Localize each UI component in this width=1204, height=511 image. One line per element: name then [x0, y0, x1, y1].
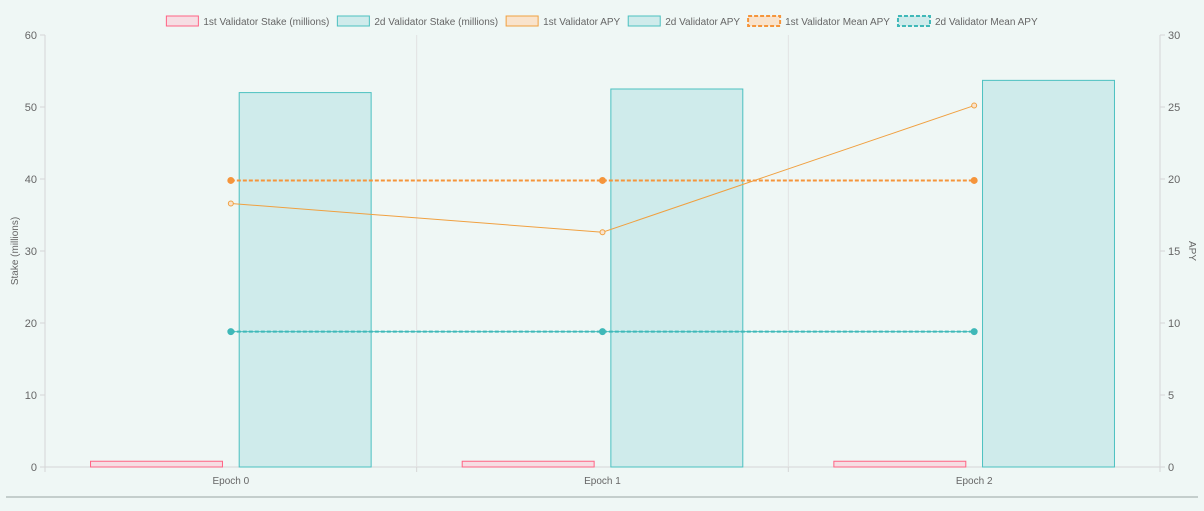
right-tick-label: 30 — [1168, 30, 1180, 42]
left-tick-label: 0 — [31, 462, 37, 474]
point-2d-validator-mean-apy-1[interactable] — [599, 328, 606, 336]
x-tick-label: Epoch 2 — [956, 476, 993, 487]
left-tick-label: 40 — [25, 174, 37, 186]
point-1st-validator-apy-2[interactable] — [971, 102, 978, 109]
left-axis-title: Stake (millions) — [10, 217, 21, 285]
legend-swatch-2d-validator-apy[interactable] — [627, 15, 661, 27]
legend-swatch-2d-validator-mean-apy[interactable] — [896, 15, 931, 27]
bar-series-1-2[interactable] — [833, 460, 967, 468]
right-axis-title: APY — [1186, 241, 1197, 261]
left-tick-label: 60 — [25, 30, 37, 42]
bar-series-1-0[interactable] — [90, 460, 223, 468]
legend-label-2d-validator-stake-millions-: 2d Validator Stake (millions) — [374, 17, 498, 28]
x-tick-label: Epoch 1 — [584, 476, 621, 487]
right-tick-label: 5 — [1168, 390, 1174, 402]
bar-series-2-2[interactable] — [982, 79, 1115, 468]
bar-series-1-1[interactable] — [461, 460, 595, 468]
legend-swatch-1st-validator-apy[interactable] — [505, 15, 539, 27]
legend-swatch-1st-validator-mean-apy[interactable] — [747, 15, 782, 27]
right-tick-label: 0 — [1168, 462, 1174, 474]
legend-swatch-2d-validator-stake-millions-[interactable] — [336, 15, 370, 27]
left-tick-label: 10 — [25, 390, 37, 402]
right-tick-label: 20 — [1168, 174, 1180, 186]
legend-label-1st-validator-mean-apy: 1st Validator Mean APY — [785, 17, 890, 28]
point-2d-validator-mean-apy-0[interactable] — [227, 328, 235, 336]
right-tick-label: 15 — [1168, 246, 1180, 258]
left-tick-label: 20 — [25, 318, 37, 330]
legend-label-2d-validator-apy: 2d Validator APY — [665, 17, 740, 28]
point-1st-validator-apy-1[interactable] — [599, 229, 606, 236]
left-tick-label: 30 — [25, 246, 37, 258]
right-tick-label: 25 — [1168, 102, 1180, 114]
bar-series-2-1[interactable] — [610, 88, 744, 468]
x-tick-label: Epoch 0 — [212, 476, 249, 487]
point-2d-validator-mean-apy-2[interactable] — [970, 328, 978, 336]
left-tick-label: 50 — [25, 102, 37, 114]
legend-label-1st-validator-apy: 1st Validator APY — [543, 17, 620, 28]
point-1st-validator-mean-apy-0[interactable] — [227, 176, 235, 184]
point-1st-validator-apy-0[interactable] — [227, 200, 234, 207]
legend-label-1st-validator-stake-millions-: 1st Validator Stake (millions) — [203, 17, 329, 28]
right-tick-label: 10 — [1168, 318, 1180, 330]
legend-swatch-1st-validator-stake-millions-[interactable] — [165, 15, 199, 27]
point-1st-validator-mean-apy-1[interactable] — [599, 176, 606, 184]
point-1st-validator-mean-apy-2[interactable] — [970, 176, 978, 184]
bar-series-2-0[interactable] — [238, 92, 372, 468]
legend-label-2d-validator-mean-apy: 2d Validator Mean APY — [935, 17, 1038, 28]
